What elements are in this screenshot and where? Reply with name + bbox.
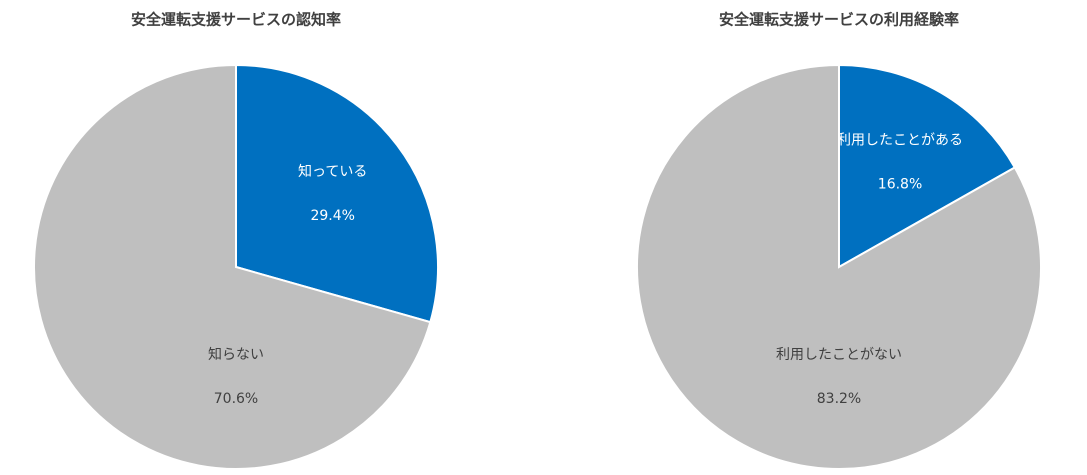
slice-label: 知らない [208,346,264,363]
value-label: 83.2% [817,391,861,407]
chart-title: 安全運転支援サービスの認知率 [131,11,341,29]
slice-label: 利用したことがある [837,132,963,148]
pie-slice [235,63,439,324]
chart-title: 安全運転支援サービスの利用経験率 [719,11,959,29]
slice-label: 知っている [298,163,367,180]
value-label: 70.6% [214,391,258,407]
pie-slice [636,63,1042,470]
value-label: 16.8% [878,176,922,192]
value-label: 29.4% [310,208,354,224]
slice-label: 利用したことがない [776,347,902,363]
pie-slice [33,63,432,470]
pie-slice [838,63,1017,269]
